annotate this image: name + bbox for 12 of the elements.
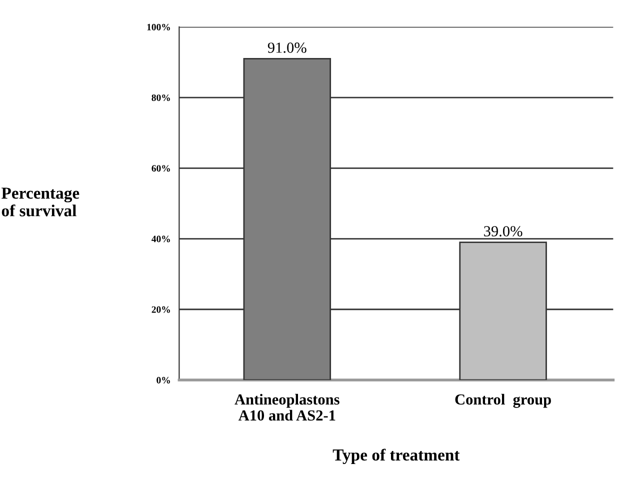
y-tick-label: 80%: [152, 94, 170, 102]
y-tick-label: 100%: [147, 24, 170, 30]
y-tick-label: 0%: [156, 376, 170, 384]
x-tick-label: Antineoplastons A10 and AS2-1: [234, 394, 340, 421]
data-label: 91.0%: [268, 42, 306, 53]
y-axis-title: Percentage of survival: [2, 188, 80, 216]
x-axis-title: Type of treatment: [332, 448, 460, 464]
data-label: 39.0%: [484, 226, 522, 236]
y-tick-label: 40%: [152, 236, 170, 242]
y-tick-label: 20%: [152, 306, 170, 313]
y-tick-label: 60%: [152, 165, 170, 172]
x-tick-label: Control group: [455, 394, 551, 408]
